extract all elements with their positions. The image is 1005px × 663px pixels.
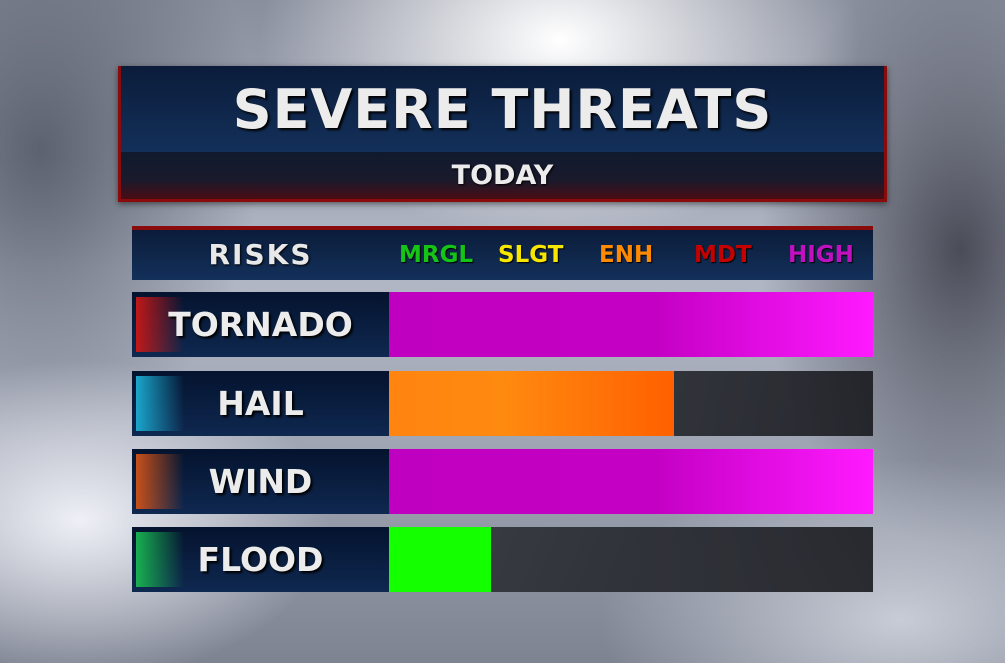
row-label: FLOOD: [197, 540, 324, 579]
risk-row-wind: WIND: [132, 449, 873, 514]
risk-bar-tornado: [389, 292, 873, 357]
risk-bar-hail: [389, 371, 674, 436]
accent-stripe: [136, 297, 184, 352]
row-label-box: TORNADO: [132, 292, 389, 357]
row-label-box: FLOOD: [132, 527, 389, 592]
risk-bar-flood: [389, 527, 491, 592]
risk-row-flood: FLOOD: [132, 527, 873, 592]
row-label: TORNADO: [168, 305, 353, 344]
row-label: HAIL: [217, 384, 304, 423]
risk-bar-wind: [389, 449, 873, 514]
row-label-box: WIND: [132, 449, 389, 514]
risk-row-tornado: TORNADO: [132, 292, 873, 357]
subtitle-band: TODAY: [121, 152, 884, 199]
level-high: HIGH: [788, 242, 854, 268]
accent-stripe: [136, 532, 184, 587]
level-mrgl: MRGL: [399, 242, 474, 268]
title-band: SEVERE THREATS: [121, 66, 884, 152]
level-slgt: SLGT: [498, 242, 564, 268]
level-enh: ENH: [599, 242, 654, 268]
page-title: SEVERE THREATS: [232, 77, 773, 141]
page-subtitle: TODAY: [451, 160, 554, 191]
level-mdt: MDT: [694, 242, 752, 268]
risks-label: RISKS: [208, 238, 313, 271]
risk-scale-header: RISKS MRGL SLGT ENH MDT HIGH: [132, 226, 873, 280]
accent-stripe: [136, 454, 184, 509]
risk-row-hail: HAIL: [132, 371, 873, 436]
title-panel: SEVERE THREATS TODAY: [118, 66, 887, 202]
row-label: WIND: [208, 462, 313, 501]
accent-stripe: [136, 376, 184, 431]
row-label-box: HAIL: [132, 371, 389, 436]
